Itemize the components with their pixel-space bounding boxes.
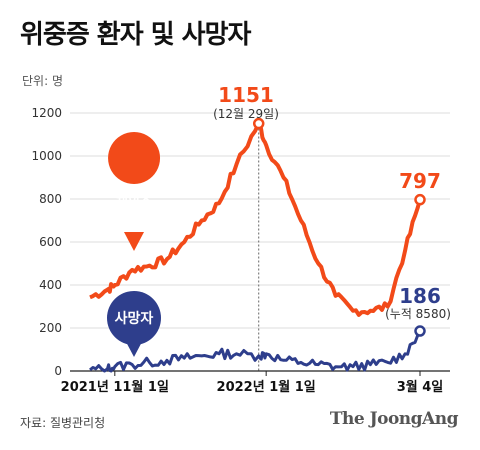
source-note: 자료: 질병관리청 [20, 416, 106, 430]
peak-date-label: (12월 29일) [213, 107, 279, 121]
icu-callout-pointer [124, 232, 144, 251]
series-line-death [89, 330, 422, 373]
icu-last-point [414, 193, 426, 206]
death-callout-pointer [124, 338, 144, 357]
unit-label: 단위: 명 [22, 74, 63, 88]
x-tick-label: 3월 4일 [397, 379, 444, 395]
x-tick-label: 2021년 11월 1일 [61, 379, 169, 395]
last-icu-value-label: 797 [399, 169, 441, 193]
y-tick-label: 1000 [31, 149, 62, 163]
icu-callout-bubble [108, 132, 161, 184]
chart-title: 위중증 환자 및 사망자 [20, 20, 251, 50]
y-tick-label: 1200 [31, 106, 62, 120]
y-tick-label: 200 [39, 321, 62, 335]
y-tick-label: 400 [39, 278, 62, 292]
death-callout-label: 사망자 [115, 310, 154, 327]
icu-callout-label-2: 위중증 [116, 213, 152, 228]
last-death-value-label: 186 [399, 284, 441, 308]
cumulative-death-label: (누적 8580) [385, 307, 451, 321]
death-last-point [414, 325, 426, 337]
brand-logo: The JoongAng [329, 409, 459, 429]
icu-peak-point [252, 117, 265, 130]
peak-value-label: 1151 [218, 83, 274, 107]
x-tick-label: 2022년 1월 1일 [217, 379, 316, 395]
y-tick-label: 600 [39, 235, 62, 249]
death-callout-bubble [107, 291, 161, 345]
icu-callout-label-1: 재원중 [116, 196, 152, 211]
y-tick-label: 0 [54, 364, 62, 378]
y-tick-label: 800 [39, 192, 62, 206]
icu-callout: 재원중 위중증 [108, 132, 161, 251]
death-callout: 사망자 [107, 291, 161, 357]
